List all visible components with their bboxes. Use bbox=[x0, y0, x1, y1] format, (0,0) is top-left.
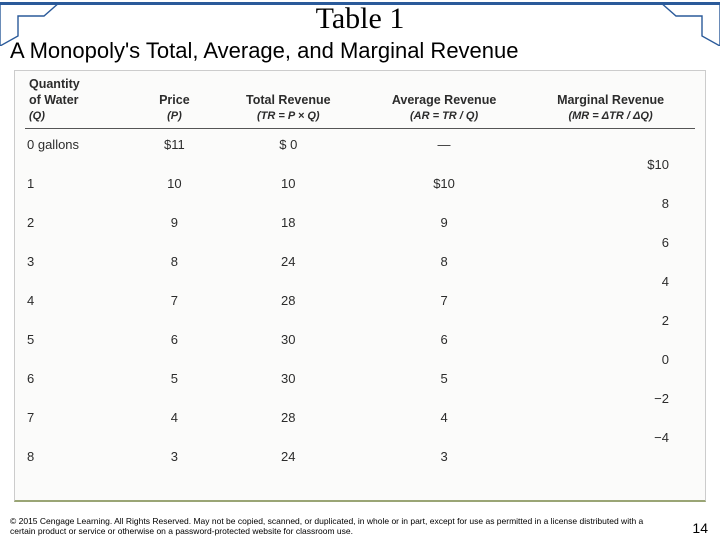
cell-total-revenue: 24 bbox=[215, 254, 362, 269]
table-row: 74284 bbox=[25, 410, 695, 425]
cell-price: 8 bbox=[134, 254, 214, 269]
table-row: 65305 bbox=[25, 371, 695, 386]
cell-quantity: 1 bbox=[25, 176, 134, 191]
cell-price: 3 bbox=[134, 449, 214, 464]
mr-row: 8 bbox=[25, 196, 695, 211]
slide-title: Table 1 bbox=[0, 2, 720, 36]
col-header-price: Price(P) bbox=[134, 77, 214, 126]
cell-marginal-revenue: 4 bbox=[526, 274, 695, 289]
cell-marginal-revenue: −2 bbox=[526, 391, 695, 406]
cell-marginal-revenue-blank bbox=[526, 371, 695, 386]
cell-average-revenue: 4 bbox=[362, 410, 526, 425]
cell-marginal-revenue: 0 bbox=[526, 352, 695, 367]
mr-row: $10 bbox=[25, 157, 695, 172]
copyright-text: © 2015 Cengage Learning. All Rights Rese… bbox=[10, 516, 650, 536]
cell-quantity: 5 bbox=[25, 332, 134, 347]
cell-average-revenue: 3 bbox=[362, 449, 526, 464]
mr-row: 4 bbox=[25, 274, 695, 289]
cell-marginal-revenue-blank bbox=[526, 332, 695, 347]
mr-row: 0 bbox=[25, 352, 695, 367]
cell-marginal-revenue: 6 bbox=[526, 235, 695, 250]
cell-average-revenue: 9 bbox=[362, 215, 526, 230]
table-row: 11010$10 bbox=[25, 176, 695, 191]
table-row: 0 gallons$11$ 0— bbox=[25, 137, 695, 152]
col-header-quantity: Quantityof Water(Q) bbox=[25, 77, 134, 126]
page-number: 14 bbox=[692, 520, 710, 536]
cell-marginal-revenue-blank bbox=[526, 410, 695, 425]
cell-price: 4 bbox=[134, 410, 214, 425]
cell-total-revenue: 24 bbox=[215, 449, 362, 464]
slide-subtitle: A Monopoly's Total, Average, and Margina… bbox=[10, 38, 720, 64]
cell-total-revenue: $ 0 bbox=[215, 137, 362, 152]
cell-marginal-revenue-blank bbox=[526, 137, 695, 152]
cell-price: 5 bbox=[134, 371, 214, 386]
cell-average-revenue: $10 bbox=[362, 176, 526, 191]
cell-total-revenue: 28 bbox=[215, 410, 362, 425]
cell-marginal-revenue-blank bbox=[526, 176, 695, 191]
cell-total-revenue: 30 bbox=[215, 332, 362, 347]
cell-total-revenue: 28 bbox=[215, 293, 362, 308]
cell-quantity: 3 bbox=[25, 254, 134, 269]
cell-quantity: 2 bbox=[25, 215, 134, 230]
cell-total-revenue: 10 bbox=[215, 176, 362, 191]
cell-marginal-revenue: 8 bbox=[526, 196, 695, 211]
col-header-marginal-revenue: Marginal Revenue(MR = ΔTR / ΔQ) bbox=[526, 77, 695, 126]
table-body: 0 gallons$11$ 0—11010$102918938248472875… bbox=[25, 129, 695, 481]
mr-row: 6 bbox=[25, 235, 695, 250]
cell-total-revenue: 30 bbox=[215, 371, 362, 386]
cell-quantity: 0 gallons bbox=[25, 137, 134, 152]
table-row: 38248 bbox=[25, 254, 695, 269]
revenue-table: Quantityof Water(Q) Price(P) Total Reven… bbox=[14, 70, 706, 502]
table-row: 83243 bbox=[25, 449, 695, 464]
table-row: 29189 bbox=[25, 215, 695, 230]
cell-quantity: 8 bbox=[25, 449, 134, 464]
cell-marginal-revenue: 2 bbox=[526, 313, 695, 328]
cell-marginal-revenue: −4 bbox=[526, 430, 695, 445]
cell-average-revenue: — bbox=[362, 137, 526, 152]
cell-marginal-revenue-blank bbox=[526, 215, 695, 230]
col-header-total-revenue: Total Revenue(TR = P × Q) bbox=[215, 77, 362, 126]
cell-quantity: 4 bbox=[25, 293, 134, 308]
cell-average-revenue: 6 bbox=[362, 332, 526, 347]
cell-total-revenue: 18 bbox=[215, 215, 362, 230]
cell-quantity: 6 bbox=[25, 371, 134, 386]
cell-average-revenue: 5 bbox=[362, 371, 526, 386]
cell-marginal-revenue-blank bbox=[526, 293, 695, 308]
table-row: 56306 bbox=[25, 332, 695, 347]
cell-price: $11 bbox=[134, 137, 214, 152]
cell-price: 7 bbox=[134, 293, 214, 308]
cell-average-revenue: 8 bbox=[362, 254, 526, 269]
cell-price: 10 bbox=[134, 176, 214, 191]
cell-average-revenue: 7 bbox=[362, 293, 526, 308]
table-row: 47287 bbox=[25, 293, 695, 308]
mr-row: −2 bbox=[25, 391, 695, 406]
mr-row: 2 bbox=[25, 313, 695, 328]
cell-price: 9 bbox=[134, 215, 214, 230]
cell-quantity: 7 bbox=[25, 410, 134, 425]
mr-row: −4 bbox=[25, 430, 695, 445]
cell-price: 6 bbox=[134, 332, 214, 347]
cell-marginal-revenue: $10 bbox=[526, 157, 695, 172]
slide-footer: © 2015 Cengage Learning. All Rights Rese… bbox=[10, 516, 710, 536]
cell-marginal-revenue-blank bbox=[526, 254, 695, 269]
col-header-average-revenue: Average Revenue(AR = TR / Q) bbox=[362, 77, 526, 126]
table-header: Quantityof Water(Q) Price(P) Total Reven… bbox=[25, 77, 695, 126]
cell-marginal-revenue-blank bbox=[526, 449, 695, 464]
